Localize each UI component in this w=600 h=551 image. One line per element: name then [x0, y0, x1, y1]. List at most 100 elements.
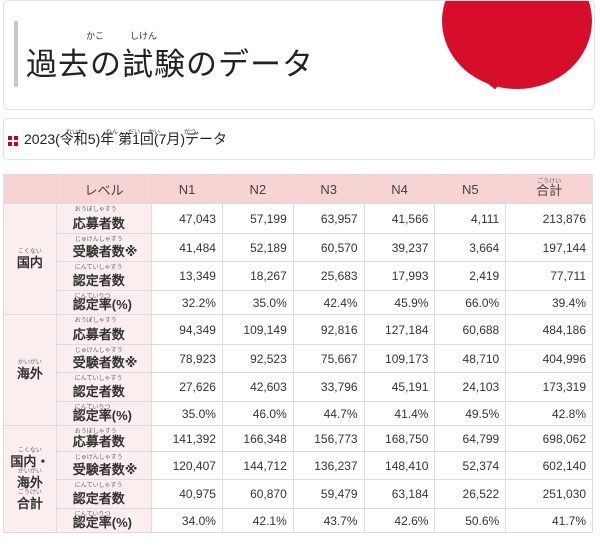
- header-total-label: 合計: [536, 182, 563, 198]
- page-title: 過去の試験のデータ: [26, 47, 314, 82]
- table-cell: 4,111: [434, 203, 507, 234]
- row-label-text: 認定率(%): [72, 515, 132, 530]
- table-row: じゅけんしゃすう 受験者数※ 41,484 52,189 60,570 39,237 3,6…: [4, 233, 593, 262]
- table-cell: 213,876: [505, 203, 593, 234]
- table-row: じゅけんしゃすう 受験者数※ 120,407 144,712 136,237 148,41…: [4, 451, 593, 480]
- row-label: にんていりつ 認定率(%): [55, 401, 153, 426]
- header-n4: N4: [363, 174, 436, 204]
- row-label-text: 応募者数: [72, 327, 125, 342]
- table-cell: 60,870: [221, 479, 294, 509]
- title-accent-bar: [14, 21, 18, 87]
- table-cell: 44.7%: [292, 401, 365, 426]
- group-label: こくない 国内: [3, 203, 57, 315]
- table-row: にんていしゃすう 認定者数 13,349 18,267 25,683 17,993 2,41…: [4, 261, 593, 291]
- table-cell: 60,570: [292, 233, 365, 262]
- group-ruby: かいがい: [17, 359, 42, 366]
- table-cell: 47,043: [151, 203, 223, 234]
- table-row: かいがい 海外 おうぼしゃすう 応募者数 94,349 109,149 92,816 127,…: [3, 314, 593, 426]
- table-cell: 41.4%: [363, 401, 436, 426]
- row-label: おうぼしゃすう応募者数: [55, 314, 153, 345]
- section-title-text: 2023(令和5)年 第1回(7月)データ: [24, 131, 228, 147]
- row-label: おうぼしゃすう応募者数: [55, 203, 153, 234]
- table-cell: 78,923: [151, 344, 223, 373]
- row-label: おうぼしゃすう 応募者数: [55, 425, 153, 452]
- group-label: こくない 国内・ かいがい 海外 ごうけい 合計: [3, 425, 57, 533]
- row-label-ruby: にんていりつ: [74, 294, 111, 300]
- table-cell: 66.0%: [434, 290, 507, 315]
- table-row: にんていりつ 認定率(%) 34.0% 42.1% 43.7% 42.6% 50.6% 41.…: [4, 508, 593, 533]
- table-cell: 52,189: [221, 233, 294, 262]
- row-label-ruby: おうぼしゃすう: [74, 318, 117, 324]
- table-cell: 34.0%: [151, 508, 223, 533]
- row-label-ruby: じゅけんしゃすう: [74, 455, 123, 461]
- table-cell: 92,816: [292, 314, 365, 345]
- group-ruby: ごうけい: [17, 489, 42, 496]
- table-cell: 57,199: [221, 203, 294, 234]
- table-cell: 41.7%: [505, 508, 593, 533]
- table-cell: 698,062: [505, 425, 593, 452]
- row-label-text: 受験者数※: [72, 462, 138, 477]
- section-ruby: かい: [148, 130, 161, 136]
- table-cell: 52,374: [434, 451, 507, 480]
- section-ruby: がつ: [184, 130, 197, 136]
- row-label: にんていりつ 認定率(%): [55, 290, 153, 315]
- table-cell: 120,407: [151, 451, 223, 480]
- table-cell: 24,103: [434, 372, 507, 402]
- table-cell: 60,688: [434, 314, 507, 345]
- group-label-line: 合計: [16, 495, 43, 511]
- table-cell: 42.8%: [505, 401, 593, 426]
- row-label-text: 受験者数※: [72, 355, 138, 370]
- table-cell: 43.7%: [292, 508, 365, 533]
- table-cell: 41,484: [151, 233, 223, 262]
- header-total: ごうけい 合計: [505, 174, 593, 204]
- section-header: 2023(令和5)年 第1回(7月)データ れいわ ねん だい かい がつ: [3, 118, 595, 160]
- row-label: じゅけんしゃすう 受験者数※: [55, 344, 153, 373]
- table-cell: 39.4%: [505, 290, 593, 315]
- row-label-ruby: にんていりつ: [74, 512, 111, 518]
- header-total-ruby: ごうけい: [537, 179, 562, 185]
- table-cell: 484,186: [505, 314, 593, 345]
- table-cell: 144,712: [221, 451, 294, 480]
- row-label: にんていりつ 認定率(%): [55, 508, 153, 533]
- row-label-ruby: じゅけんしゃすう: [74, 237, 123, 243]
- row-label-text: 応募者数: [72, 216, 125, 231]
- title-ruby: かこ: [86, 31, 105, 41]
- table-cell: 168,750: [363, 425, 436, 452]
- table-cell: 92,523: [221, 344, 294, 373]
- table-cell: 40,975: [151, 479, 223, 509]
- group-ruby: こくない: [17, 248, 42, 255]
- table-cell: 197,144: [505, 233, 593, 262]
- group-label-line: 国内: [16, 254, 43, 270]
- corner-cell: [3, 174, 57, 204]
- table-cell: 17,993: [363, 261, 436, 291]
- table-cell: 3,664: [434, 233, 507, 262]
- row-label-ruby: おうぼしゃすう: [74, 207, 117, 213]
- table-cell: 48,710: [434, 344, 507, 373]
- table-cell: 63,957: [292, 203, 365, 234]
- table-cell: 45.9%: [363, 290, 436, 315]
- group-label-line: 海外: [16, 474, 43, 490]
- row-label: にんていしゃすう 認定者数: [55, 479, 153, 509]
- group-ruby: こくない: [17, 447, 42, 454]
- row-label-ruby: にんていりつ: [74, 405, 111, 411]
- table-cell: 49.5%: [434, 401, 507, 426]
- section-ruby: れいわ: [66, 130, 85, 136]
- row-label-text: 認定者数: [72, 384, 125, 399]
- group-ruby: かいがい: [17, 468, 42, 475]
- table-cell: 251,030: [505, 479, 593, 509]
- exam-data-table: レベル N1 N2 N3 N4 N5 ごうけい 合計 こくない 国内 おうぼしゃすう…: [3, 174, 593, 533]
- table-row: にんていしゃすう 認定者数 40,975 60,870 59,479 63,184 26,5…: [4, 479, 593, 509]
- row-label-text: 認定率(%): [72, 408, 132, 423]
- table-cell: 13,349: [151, 261, 223, 291]
- section-title: 2023(令和5)年 第1回(7月)データ れいわ ねん だい かい がつ: [24, 129, 227, 149]
- table-cell: 50.6%: [434, 508, 507, 533]
- row-label-text: 受験者数※: [72, 244, 138, 259]
- table-cell: 39,237: [363, 233, 436, 262]
- row-label: にんていしゃすう 認定者数: [55, 261, 153, 291]
- table-cell: 136,237: [292, 451, 365, 480]
- grid-bullet-icon: [8, 136, 18, 146]
- table-cell: 42.6%: [363, 508, 436, 533]
- table-cell: 127,184: [363, 314, 436, 345]
- table-cell: 156,773: [292, 425, 365, 452]
- row-label-ruby: にんていしゃすう: [74, 376, 123, 382]
